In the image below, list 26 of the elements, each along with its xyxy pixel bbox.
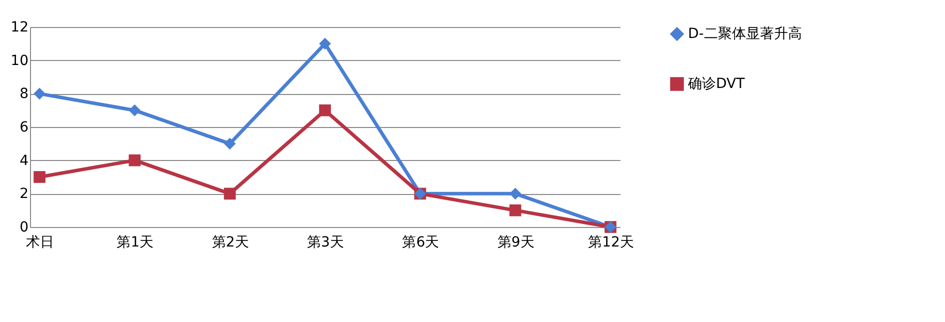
point xyxy=(128,104,141,116)
x-tick-label: 第9天 xyxy=(497,234,534,250)
y-tick-label: 12 xyxy=(10,20,28,36)
point xyxy=(34,171,46,183)
x-tick-label: 第1天 xyxy=(116,234,154,250)
point xyxy=(224,138,236,150)
x-tick-label: 第3天 xyxy=(307,234,344,250)
legend-label: 确诊DVT xyxy=(687,76,746,92)
point xyxy=(34,88,46,100)
y-tick-label: 4 xyxy=(20,152,29,169)
x-tick-label: 第2天 xyxy=(212,234,249,250)
y-tick-label: 10 xyxy=(10,52,28,69)
point xyxy=(128,154,141,166)
x-tick-label: 术日 xyxy=(26,234,54,250)
legend-label: D-二聚体显著升高 xyxy=(688,26,802,42)
y-tick-label: 6 xyxy=(20,120,29,136)
point xyxy=(509,188,522,200)
y-tick-label: 0 xyxy=(20,220,28,236)
point xyxy=(509,204,522,216)
point xyxy=(319,104,331,116)
x-tick-label: 第12天 xyxy=(588,234,634,250)
point xyxy=(224,188,236,200)
x-tick-label: 第6天 xyxy=(402,234,440,250)
point xyxy=(319,38,331,50)
y-tick-label: 2 xyxy=(20,186,28,202)
y-tick-label: 8 xyxy=(20,86,28,102)
